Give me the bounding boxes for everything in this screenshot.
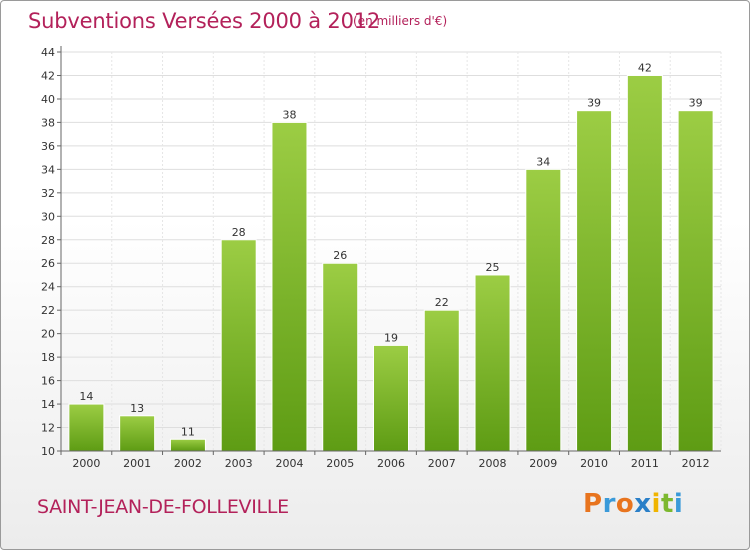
- bar: [474, 274, 511, 452]
- labels: 14 2000 13 2001 11 2002 28 2003 38 2004 26 2005 19 20…: [72, 61, 709, 470]
- bar-value-label: 25: [486, 261, 500, 274]
- x-tick-label: 2008: [479, 457, 507, 470]
- bar-value-label: 19: [384, 331, 398, 344]
- x-tick-label: 2005: [326, 457, 354, 470]
- y-tick-label: 14: [41, 398, 55, 411]
- bar: [626, 74, 663, 452]
- y-tick-label: 16: [41, 375, 55, 388]
- bar: [220, 239, 257, 452]
- y-tick-label: 18: [41, 351, 55, 364]
- y-tick-label: 22: [41, 304, 55, 317]
- bar-value-label: 13: [130, 402, 144, 415]
- y-tick-label: 44: [41, 46, 55, 59]
- bar-value-label: 26: [333, 249, 347, 262]
- bar: [169, 438, 206, 452]
- bar: [677, 110, 714, 452]
- bar-value-label: 14: [79, 390, 93, 403]
- y-tick-label: 26: [41, 257, 55, 270]
- bar-value-label: 42: [638, 61, 652, 74]
- x-tick-label: 2010: [580, 457, 608, 470]
- x-tick-label: 2009: [529, 457, 557, 470]
- y-tick-label: 12: [41, 422, 55, 435]
- bar: [119, 415, 156, 452]
- x-tick-label: 2006: [377, 457, 405, 470]
- y-tick-label: 28: [41, 234, 55, 247]
- proxiti-logo: Proxiti: [583, 489, 684, 519]
- bar: [525, 168, 562, 452]
- bar: [322, 262, 359, 452]
- bar-value-label: 28: [232, 226, 246, 239]
- x-tick-label: 2003: [225, 457, 253, 470]
- bar: [373, 344, 409, 452]
- bar: [576, 110, 613, 452]
- x-tick-label: 2000: [72, 457, 100, 470]
- bar-value-label: 11: [181, 425, 195, 438]
- x-tick-label: 2007: [428, 457, 456, 470]
- x-tick-label: 2002: [174, 457, 202, 470]
- bar: [68, 403, 105, 452]
- bar: [423, 309, 460, 452]
- bar: [271, 121, 308, 452]
- x-tick-label: 2012: [682, 457, 710, 470]
- y-tick-label: 32: [41, 187, 55, 200]
- y-tick-label: 38: [41, 116, 55, 129]
- y-tick-label: 20: [41, 328, 55, 341]
- bars: [68, 74, 714, 452]
- bar-value-label: 39: [587, 97, 601, 110]
- bar-value-label: 22: [435, 296, 449, 309]
- x-tick-label: 2011: [631, 457, 659, 470]
- commune-name: SAINT-JEAN-DE-FOLLEVILLE: [37, 496, 289, 518]
- y-tick-label: 34: [41, 163, 55, 176]
- y-tick-label: 40: [41, 93, 55, 106]
- x-tick-label: 2001: [123, 457, 151, 470]
- y-tick-label: 10: [41, 445, 55, 458]
- bar-value-label: 34: [536, 155, 550, 168]
- y-tick-label: 42: [41, 69, 55, 82]
- bar-value-label: 38: [282, 108, 296, 121]
- y-tick-label: 24: [41, 281, 55, 294]
- bar-value-label: 39: [689, 97, 703, 110]
- axes: 10 12 14 16 18 20 22 24 26 28 30 32 34 36 38 40 42 44: [41, 46, 721, 458]
- chart-unit: (en milliers d'€): [353, 14, 448, 28]
- chart-title: Subventions Versées 2000 à 2012: [28, 9, 381, 33]
- y-tick-label: 36: [41, 140, 55, 153]
- x-tick-label: 2004: [275, 457, 303, 470]
- y-tick-label: 30: [41, 210, 55, 223]
